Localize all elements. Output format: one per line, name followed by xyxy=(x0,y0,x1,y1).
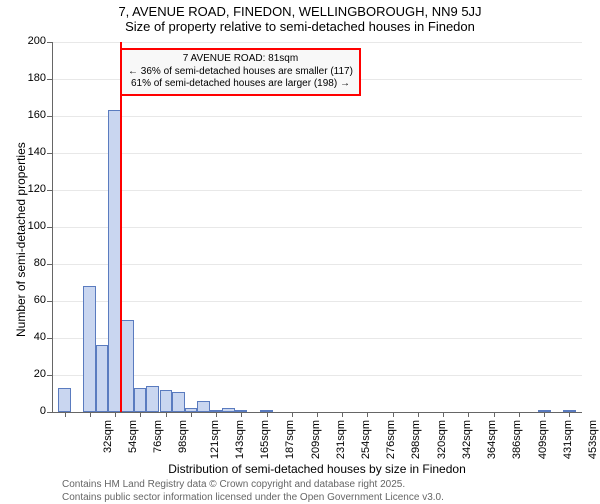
x-tick-mark xyxy=(90,412,91,417)
chart-title-line2: Size of property relative to semi-detach… xyxy=(0,19,600,34)
y-tick-label: 0 xyxy=(20,405,46,417)
y-axis-line xyxy=(52,42,53,412)
y-tick-label: 20 xyxy=(20,368,46,380)
chart-title-line1: 7, AVENUE ROAD, FINEDON, WELLINGBOROUGH,… xyxy=(0,4,600,19)
histogram-bar xyxy=(563,410,576,412)
x-tick-mark xyxy=(569,412,570,417)
x-tick-mark xyxy=(393,412,394,417)
annotation-line3: 61% of semi-detached houses are larger (… xyxy=(128,78,353,91)
gridline xyxy=(52,190,582,191)
histogram-bar xyxy=(83,286,96,412)
footer-line2: Contains public sector information licen… xyxy=(62,491,444,504)
y-axis-label: Number of semi-detached properties xyxy=(14,142,28,337)
x-tick-mark xyxy=(342,412,343,417)
x-tick-label: 121sqm xyxy=(209,420,221,459)
x-tick-label: 143sqm xyxy=(234,420,246,459)
x-tick-label: 187sqm xyxy=(284,420,296,459)
histogram-bar xyxy=(134,388,147,412)
histogram-bar xyxy=(146,386,159,412)
x-tick-label: 431sqm xyxy=(562,420,574,459)
annotation-line2: ← 36% of semi-detached houses are smalle… xyxy=(128,66,353,79)
property-marker-line xyxy=(120,42,122,412)
x-tick-mark xyxy=(494,412,495,417)
gridline xyxy=(52,301,582,302)
x-tick-label: 342sqm xyxy=(461,420,473,459)
x-tick-mark xyxy=(519,412,520,417)
x-tick-mark xyxy=(216,412,217,417)
gridline xyxy=(52,116,582,117)
x-tick-label: 409sqm xyxy=(537,420,549,459)
x-tick-label: 165sqm xyxy=(259,420,271,459)
x-tick-label: 453sqm xyxy=(587,420,599,459)
x-tick-label: 364sqm xyxy=(486,420,498,459)
gridline xyxy=(52,153,582,154)
y-tick-label: 180 xyxy=(20,72,46,84)
x-tick-mark xyxy=(166,412,167,417)
title-block: 7, AVENUE ROAD, FINEDON, WELLINGBOROUGH,… xyxy=(0,0,600,34)
x-tick-label: 76sqm xyxy=(152,420,164,453)
histogram-bar xyxy=(108,110,121,412)
plot-area xyxy=(52,42,582,412)
annotation-box: 7 AVENUE ROAD: 81sqm ← 36% of semi-detac… xyxy=(120,48,361,96)
histogram-bar xyxy=(185,408,198,412)
chart-container: 7, AVENUE ROAD, FINEDON, WELLINGBOROUGH,… xyxy=(0,0,600,500)
y-tick-label: 160 xyxy=(20,109,46,121)
histogram-bar xyxy=(260,410,273,412)
y-tick-label: 40 xyxy=(20,331,46,343)
x-tick-label: 320sqm xyxy=(436,420,448,459)
x-tick-label: 386sqm xyxy=(512,420,524,459)
x-tick-mark xyxy=(317,412,318,417)
y-tick-label: 80 xyxy=(20,257,46,269)
y-tick-label: 200 xyxy=(20,35,46,47)
histogram-bar xyxy=(121,320,134,413)
gridline xyxy=(52,264,582,265)
histogram-bar xyxy=(197,401,210,412)
gridline xyxy=(52,227,582,228)
x-tick-label: 298sqm xyxy=(411,420,423,459)
x-tick-label: 254sqm xyxy=(360,420,372,459)
footer-line1: Contains HM Land Registry data © Crown c… xyxy=(62,478,444,491)
x-tick-mark xyxy=(140,412,141,417)
x-tick-label: 32sqm xyxy=(102,420,114,453)
histogram-bar xyxy=(160,390,173,412)
y-tick-label: 60 xyxy=(20,294,46,306)
x-tick-mark xyxy=(241,412,242,417)
x-tick-mark xyxy=(418,412,419,417)
annotation-line1: 7 AVENUE ROAD: 81sqm xyxy=(128,53,353,66)
histogram-bar xyxy=(222,408,235,412)
x-tick-mark xyxy=(544,412,545,417)
x-tick-mark xyxy=(191,412,192,417)
x-tick-mark xyxy=(292,412,293,417)
x-tick-mark xyxy=(267,412,268,417)
y-tick-label: 120 xyxy=(20,183,46,195)
histogram-bar xyxy=(235,410,248,412)
histogram-bar xyxy=(538,410,551,412)
x-tick-mark xyxy=(367,412,368,417)
y-tick-label: 140 xyxy=(20,146,46,158)
histogram-bar xyxy=(96,345,109,412)
y-tick-label: 100 xyxy=(20,220,46,232)
x-tick-mark xyxy=(115,412,116,417)
x-tick-mark xyxy=(65,412,66,417)
x-tick-mark xyxy=(443,412,444,417)
x-tick-label: 231sqm xyxy=(335,420,347,459)
x-tick-label: 276sqm xyxy=(385,420,397,459)
histogram-bar xyxy=(210,410,223,412)
x-tick-mark xyxy=(468,412,469,417)
x-tick-label: 54sqm xyxy=(127,420,139,453)
histogram-bar xyxy=(172,392,185,412)
footer-attribution: Contains HM Land Registry data © Crown c… xyxy=(62,478,444,504)
x-axis-label: Distribution of semi-detached houses by … xyxy=(52,462,582,476)
x-tick-label: 209sqm xyxy=(310,420,322,459)
gridline xyxy=(52,42,582,43)
histogram-bar xyxy=(58,388,71,412)
x-tick-label: 98sqm xyxy=(177,420,189,453)
